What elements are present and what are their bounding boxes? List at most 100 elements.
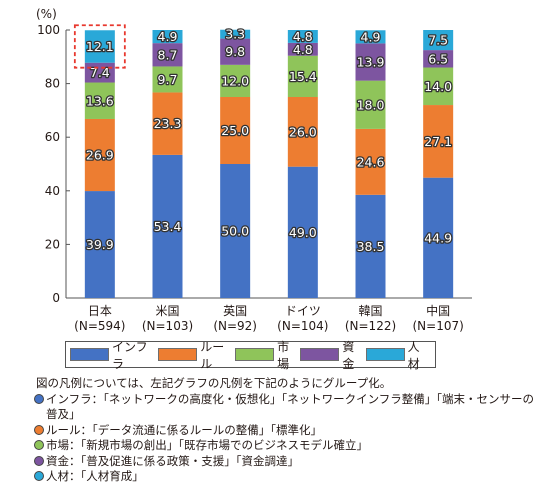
y-tick-label: 0: [52, 291, 60, 305]
bar-segment-ルール: [355, 128, 386, 195]
bullet-icon: [34, 455, 44, 466]
data-label: 6.5: [428, 51, 448, 66]
x-tick-label: 日本: [88, 304, 112, 318]
bullet-icon: [34, 440, 44, 450]
bullet-icon: [34, 471, 44, 481]
x-tick-label: 韓国: [358, 304, 382, 318]
x-tick-label: 英国: [223, 304, 247, 318]
x-tick-sample-size: (N=103): [142, 319, 193, 333]
legend-swatch: [70, 348, 109, 361]
data-label: 14.0: [424, 79, 452, 94]
legend-label: 市場: [277, 339, 290, 371]
data-label: 26.0: [289, 124, 317, 139]
bar-segment-ルール: [84, 118, 115, 192]
bar-segment-人材: [423, 30, 454, 51]
y-tick-label: 80: [45, 77, 60, 91]
data-label: 50.0: [221, 224, 249, 239]
bar-segment-資金: [423, 50, 454, 68]
data-label: 4.9: [361, 29, 381, 44]
bar-segment-インフラ: [355, 194, 386, 298]
note-row: ルール：「データ流通に係るルールの整備」「標準化」: [34, 423, 539, 439]
data-label: 39.9: [86, 237, 114, 252]
legend-label: 人材: [407, 339, 420, 371]
y-tick-label: 20: [45, 237, 60, 251]
note-row: 市場：「新規市場の創出」「既存市場でのビジネスモデル確立」: [34, 438, 539, 454]
note-text: 資金：「普及促進に係る政策・支援」「資金調達」: [46, 453, 299, 468]
data-label: 4.8: [293, 42, 313, 57]
data-label: 9.8: [225, 44, 245, 59]
bar-segment-人材: [355, 30, 386, 44]
y-axis-label: (%): [36, 7, 57, 21]
x-tick-label: 中国: [426, 303, 450, 318]
chart-legend: インフラ ルール 市場 資金 人材: [65, 340, 436, 371]
x-tick-sample-size: (N=107): [413, 319, 464, 333]
data-label: 15.4: [289, 69, 317, 84]
bar-segment-資金: [220, 38, 251, 65]
data-label: 9.7: [158, 72, 178, 87]
legend-item: 人材: [365, 338, 431, 372]
legend-label: ルール: [200, 339, 225, 371]
legend-swatch: [235, 348, 275, 361]
data-label: 24.6: [357, 154, 385, 169]
bar-segment-市場: [287, 55, 318, 97]
highlight-box: [73, 24, 126, 69]
note-row: インフラ：「ネットワークの高度化・仮想化」「ネットワークインフラ整備」「端末・セ…: [34, 392, 539, 423]
bar-segment-資金: [355, 43, 386, 81]
y-tick-label: 100: [37, 23, 60, 37]
stacked-bar-chart: 0 20 40 60 80 100 (%) 39.9 26.9 13.6 7.4 12.1 日本(N=5…: [36, 7, 472, 333]
y-tick-label: 60: [45, 130, 60, 144]
bar-segment-市場: [84, 82, 115, 119]
bar-segment-ルール: [220, 97, 251, 164]
data-label: 12.0: [221, 73, 249, 88]
legend-swatch: [158, 348, 198, 361]
x-tick-label: ドイツ: [285, 304, 321, 318]
x-tick-sample-size: (N=122): [345, 319, 396, 333]
x-tick-sample-size: (N=104): [277, 319, 328, 333]
notes-list: インフラ：「ネットワークの高度化・仮想化」「ネットワークインフラ整備」「端末・セ…: [34, 392, 539, 485]
data-label: 8.7: [158, 47, 178, 62]
bar-segment-資金: [152, 43, 183, 67]
bar-segment-市場: [355, 80, 386, 129]
data-label: 13.6: [86, 93, 114, 108]
note-text: 市場：「新規市場の創出」「既存市場でのビジネスモデル確立」: [46, 438, 368, 452]
data-label: 13.9: [357, 55, 385, 70]
data-label: 12.1: [86, 39, 114, 54]
data-label: 27.1: [424, 134, 452, 149]
legend-item: ルール: [158, 338, 235, 372]
bar-segment-インフラ: [152, 154, 183, 298]
x-tick-sample-size: (N=92): [213, 319, 257, 333]
legend-item: 資金: [300, 338, 365, 372]
bar-segment-資金: [287, 42, 318, 56]
data-label: 53.4: [154, 219, 182, 234]
note-text: 人材：「人材育成」: [46, 469, 144, 483]
data-label: 7.4: [90, 65, 110, 80]
legend-label: 資金: [342, 339, 355, 371]
bar-segment-ルール: [152, 92, 183, 155]
data-label: 49.0: [289, 225, 317, 240]
legend-swatch: [365, 348, 405, 361]
bar-segment-市場: [152, 66, 183, 93]
legend-swatch: [300, 348, 340, 361]
data-label: 26.9: [86, 148, 114, 163]
legend-item: インフラ: [70, 338, 158, 372]
data-label: 44.9: [424, 230, 452, 245]
data-label: 25.0: [221, 123, 249, 138]
y-tick-label: 40: [45, 184, 60, 198]
bullet-icon: [34, 424, 44, 435]
note-text: インフラ：「ネットワークの高度化・仮想化」「ネットワークインフラ整備」「端末・セ…: [46, 391, 535, 422]
bar-segment-インフラ: [287, 166, 318, 298]
bar-segment-資金: [84, 62, 115, 83]
data-label: 38.5: [357, 239, 385, 254]
note-row: 資金：「普及促進に係る政策・支援」「資金調達」: [34, 454, 539, 470]
bullet-icon: [34, 393, 44, 404]
x-tick-sample-size: (N=594): [74, 319, 125, 333]
legend-label: インフラ: [111, 339, 148, 371]
bar-segment-ルール: [287, 97, 318, 167]
legend-notes: 図の凡例については、左記グラフの凡例を下記のようにグループ化。 インフラ：「ネッ…: [34, 376, 539, 485]
legend-item: 市場: [235, 338, 300, 372]
data-label: 3.3: [225, 27, 245, 42]
notes-intro: 図の凡例については、左記グラフの凡例を下記のようにグループ化。: [36, 376, 392, 390]
bar-segment-人材: [84, 30, 115, 63]
bar-segment-市場: [423, 67, 454, 106]
x-tick-label: 米国: [155, 304, 179, 318]
